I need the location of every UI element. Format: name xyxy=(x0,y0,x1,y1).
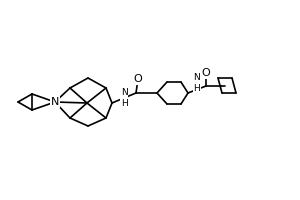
Text: N
H: N H xyxy=(194,73,200,93)
Text: O: O xyxy=(202,68,210,78)
Text: N: N xyxy=(51,97,59,107)
Text: O: O xyxy=(134,74,142,84)
Text: N
H: N H xyxy=(121,88,128,108)
